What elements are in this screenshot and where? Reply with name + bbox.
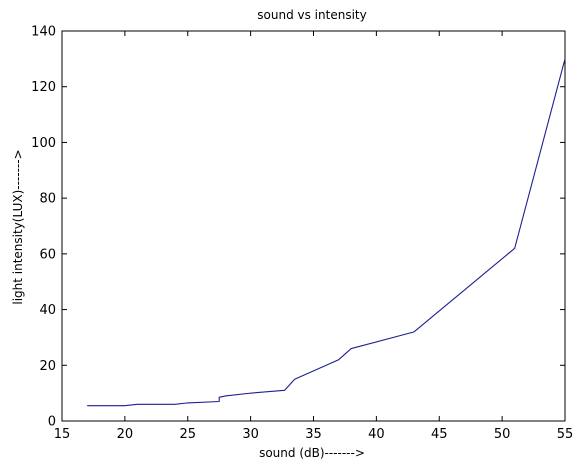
y-tick-label: 120	[31, 80, 56, 95]
y-tick-label: 0	[48, 415, 56, 430]
y-tick-label: 100	[31, 136, 56, 151]
x-tick-label: 15	[54, 427, 71, 442]
y-tick-label: 140	[31, 25, 56, 40]
series-line	[87, 58, 566, 407]
plot-area	[61, 30, 566, 422]
chart-title: sound vs intensity	[257, 8, 366, 22]
x-tick-label: 35	[305, 427, 322, 442]
series-layer	[87, 58, 566, 407]
x-tick-label: 30	[242, 427, 259, 442]
y-tick-label: 60	[39, 247, 56, 262]
x-axis: 15 20 25 30 35 40 45 50 55	[54, 31, 574, 442]
x-tick-label: 50	[494, 427, 511, 442]
y-axis-label: light intensity(LUX)------->	[11, 149, 25, 304]
x-tick-label: 20	[117, 427, 134, 442]
x-tick-label: 40	[368, 427, 385, 442]
x-tick-label: 25	[179, 427, 196, 442]
y-axis: 0 20 40 60 80 100 120 140	[31, 25, 565, 430]
y-tick-label: 80	[39, 192, 56, 207]
x-tick-label: 45	[431, 427, 448, 442]
x-axis-label: sound (dB)------->	[259, 446, 365, 460]
y-tick-label: 40	[39, 303, 56, 318]
x-tick-label: 55	[557, 427, 574, 442]
y-tick-label: 20	[39, 359, 56, 374]
